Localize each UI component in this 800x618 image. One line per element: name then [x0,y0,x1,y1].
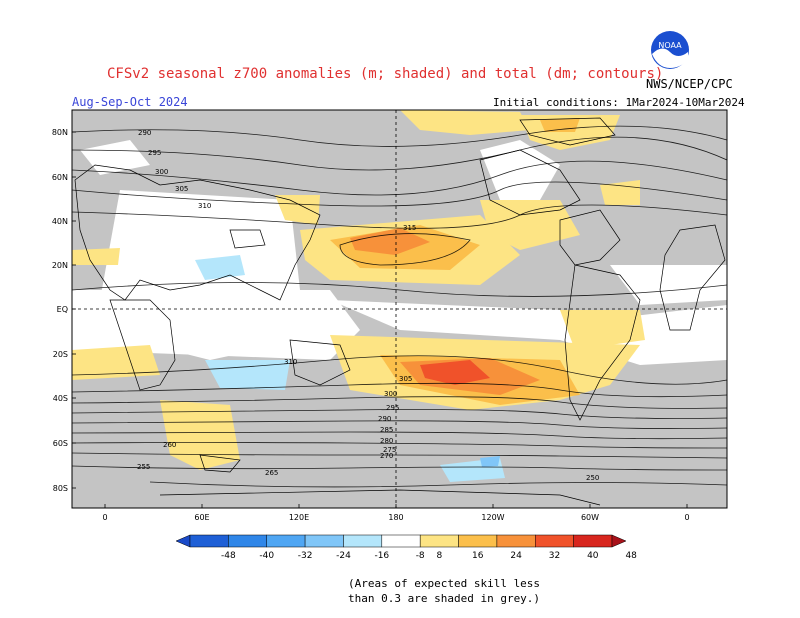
contour-label: 290 [378,415,391,423]
contour-label: 260 [163,441,176,449]
lat-label: 60N [52,173,68,182]
colorbar-segment [189,534,229,548]
svg-text:NOAA: NOAA [658,41,682,50]
colorbar-tick-label: 24 [510,551,522,561]
skill-note-line-2: than 0.3 are shaded in grey.) [348,592,541,605]
colorbar-segment [304,534,344,548]
coastlines [74,117,726,506]
contour-label: 310 [284,358,297,366]
contour-label: 285 [380,426,393,434]
skill-note-line-1: (Areas of expected skill less [348,577,541,590]
colorbar: -48 -40 -32 -24 -16 -8 8 16 24 32 40 48 [175,534,637,561]
lat-label: 80S [53,484,68,493]
colorbar-segment [496,534,536,548]
lon-label: 120E [289,513,309,522]
lat-label: 40S [53,394,68,403]
colorbar-tick-label: 16 [472,551,484,561]
lon-label: 60E [194,513,209,522]
contour-label: 290 [138,129,151,137]
contour-label: 315 [403,224,416,232]
colorbar-min-arrow [175,534,191,548]
contour-label: 310 [198,202,211,210]
colorbar-tick-label: 8 [436,551,442,561]
lat-label: 40N [52,217,68,226]
colorbar-tick-label: 40 [587,551,599,561]
contour-label: 295 [148,149,161,157]
lat-label: 20N [52,261,68,270]
colorbar-segment [535,534,574,548]
skill-note: (Areas of expected skill less than 0.3 a… [348,576,540,606]
lat-label: 80N [52,128,68,137]
colorbar-segment [266,534,306,548]
colorbar-segment [419,534,459,548]
contour-label: 250 [586,474,599,482]
height-contours [72,125,727,488]
contour-label: 305 [399,375,412,383]
noaa-logo-icon: NOAA [651,31,689,69]
contour-label: 300 [384,390,397,398]
colorbar-segment [381,534,421,548]
season-label: Aug-Sep-Oct 2024 [72,95,188,109]
contour-labels: 2902953003053103153103053002952902852802… [137,129,599,482]
lat-label: 60S [53,439,68,448]
colorbar-tick-label: -16 [374,551,389,561]
lon-label: 120W [481,513,504,522]
colorbar-segment [573,534,613,548]
colorbar-segment [228,534,267,548]
lon-label: 0 [102,513,107,522]
colorbar-segment [343,534,383,548]
lat-label: 20S [53,350,68,359]
positive-anomaly-regions [72,110,645,470]
colorbar-tick-label: -40 [259,551,274,561]
colorbar-tick-label: 32 [549,551,560,561]
neutral-regions [72,140,727,365]
lon-label: 60W [581,513,599,522]
negative-anomaly-regions [195,255,505,482]
colorbar-tick-label: -48 [221,551,236,561]
colorbar-segment [458,534,498,548]
contour-label: 255 [137,463,150,471]
colorbar-tick-label: -24 [336,551,351,561]
map-title: CFSv2 seasonal z700 anomalies (m; shaded… [107,66,664,82]
lat-label: EQ [57,305,68,314]
reference-lines [72,110,727,508]
longitude-axis: 0 60E 120E 180 120W 60W 0 [102,504,690,522]
initial-conditions: Initial conditions: 1Mar2024-10Mar2024 [493,96,745,109]
latitude-axis: 80N 60N 40N 20N EQ 20S 40S 60S 80S [52,128,76,493]
contour-label: 300 [155,168,168,176]
contour-label: 305 [175,185,188,193]
colorbar-tick-label: 48 [625,551,637,561]
lon-label: 180 [388,513,403,522]
contour-label: 275 [383,446,396,454]
contour-label: 295 [386,404,399,412]
agency-label: NWS/NCEP/CPC [646,77,733,91]
lon-label: 0 [684,513,689,522]
colorbar-tick-label: -8 [416,551,425,561]
contour-label: 280 [380,437,393,445]
contour-label: 270 [380,452,393,460]
contour-label: 265 [265,469,278,477]
colorbar-tick-label: -32 [298,551,313,561]
colorbar-max-arrow [611,534,627,548]
